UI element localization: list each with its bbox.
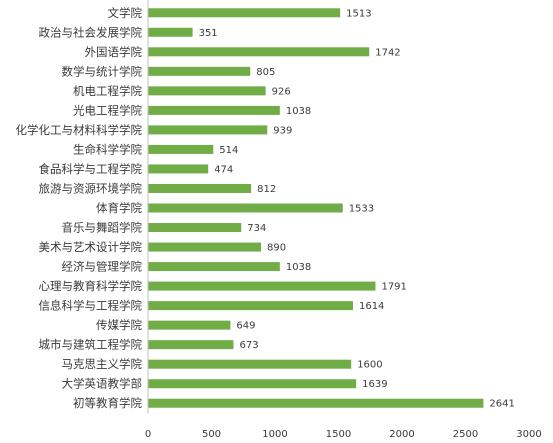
category-label: 政治与社会发展学院 <box>39 25 143 39</box>
value-label: 890 <box>267 243 286 254</box>
category-label: 食品科学与工程学院 <box>39 162 143 176</box>
value-label: 734 <box>247 223 266 234</box>
bar <box>148 301 353 311</box>
x-tick-label: 1000 <box>262 429 287 440</box>
bar <box>148 281 376 291</box>
value-label: 474 <box>214 164 233 175</box>
category-label: 音乐与舞蹈学院 <box>62 221 143 235</box>
value-labels: 1513 351 1742 805 926 1038 939 514 474 812 1533 734… <box>199 8 515 409</box>
bar <box>148 203 343 213</box>
value-label: 1038 <box>286 106 311 117</box>
value-label: 1600 <box>357 360 382 371</box>
bar <box>148 359 352 369</box>
category-label: 化学化工与材料科学学院 <box>16 123 143 137</box>
bar <box>148 320 231 330</box>
value-label: 812 <box>257 184 276 195</box>
category-label: 经济与管理学院 <box>62 260 143 274</box>
bar <box>148 340 234 350</box>
category-labels: 文学院政治与社会发展学院外国语学院数学与统计学院机电工程学院光电工程学院化学化工… <box>16 6 143 410</box>
category-label: 大学英语教学部 <box>62 377 143 391</box>
x-tick-label: 2000 <box>389 429 414 440</box>
value-label: 1639 <box>362 379 387 390</box>
value-label: 1513 <box>346 8 371 19</box>
category-label: 旅游与资源环境学院 <box>39 181 143 195</box>
value-label: 2641 <box>489 399 514 410</box>
x-tick-label: 3000 <box>516 429 541 440</box>
bar <box>148 8 341 18</box>
bar <box>148 27 193 37</box>
x-axis-ticks: 0 500 1000 1500 2000 2500 3000 <box>145 429 542 440</box>
value-label: 805 <box>256 67 275 78</box>
value-label: 1742 <box>375 47 400 58</box>
category-label: 心理与教育科学学院 <box>39 279 143 293</box>
value-label: 926 <box>272 86 291 97</box>
category-label: 马克思主义学院 <box>62 357 143 371</box>
x-tick-label: 1500 <box>326 429 351 440</box>
category-label: 光电工程学院 <box>73 103 142 117</box>
category-label: 信息科学与工程学院 <box>39 299 143 313</box>
value-label: 673 <box>239 340 258 351</box>
category-label: 机电工程学院 <box>73 84 142 98</box>
category-label: 传媒学院 <box>96 318 142 332</box>
bar <box>148 183 252 193</box>
category-label: 体育学院 <box>96 201 142 215</box>
bar <box>148 262 280 272</box>
bar <box>148 164 209 174</box>
value-label: 1614 <box>359 301 384 312</box>
category-label: 数学与统计学院 <box>62 64 143 78</box>
bar <box>148 47 370 57</box>
value-label: 649 <box>236 321 255 332</box>
category-label: 文学院 <box>108 6 143 20</box>
bars-group <box>148 8 484 408</box>
value-label: 1791 <box>381 282 406 293</box>
bar <box>148 105 280 115</box>
bar <box>148 144 214 154</box>
category-label: 城市与建筑工程学院 <box>39 338 143 352</box>
category-label: 美术与艺术设计学院 <box>39 240 143 254</box>
category-label: 初等教育学院 <box>73 396 142 410</box>
bar <box>148 379 357 389</box>
bar <box>148 223 242 233</box>
bar <box>148 125 268 135</box>
value-label: 514 <box>219 145 238 156</box>
value-label: 1038 <box>286 262 311 273</box>
x-tick-label: 2500 <box>453 429 478 440</box>
bar <box>148 242 262 252</box>
category-label: 生命科学学院 <box>73 142 142 156</box>
value-label: 351 <box>199 28 218 39</box>
bar <box>148 86 266 96</box>
x-tick-label: 500 <box>202 429 221 440</box>
value-label: 1533 <box>349 204 374 215</box>
x-tick-label: 0 <box>145 429 151 440</box>
bar <box>148 398 484 408</box>
value-label: 939 <box>273 125 292 136</box>
category-label: 外国语学院 <box>85 45 143 59</box>
bar <box>148 66 251 76</box>
